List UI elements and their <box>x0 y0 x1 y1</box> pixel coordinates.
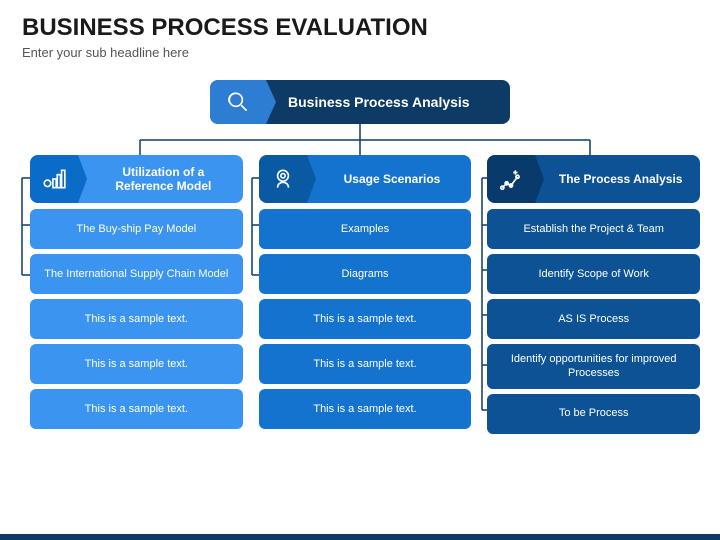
list-item: This is a sample text. <box>30 344 243 384</box>
root-label: Business Process Analysis <box>288 94 470 110</box>
list-item: This is a sample text. <box>259 299 472 339</box>
column-header: The Process Analysis <box>487 155 700 203</box>
list-item: This is a sample text. <box>30 299 243 339</box>
list-item: To be Process <box>487 394 700 434</box>
root-box: Business Process Analysis <box>210 80 510 124</box>
list-item: Examples <box>259 209 472 249</box>
column-header: Usage Scenarios <box>259 155 472 203</box>
list-item: Diagrams <box>259 254 472 294</box>
column-2: The Process Analysis Establish the Projec… <box>487 155 700 439</box>
list-item: This is a sample text. <box>259 344 472 384</box>
list-item: The International Supply Chain Model <box>30 254 243 294</box>
column-header: Utilization of a Reference Model <box>30 155 243 203</box>
list-item: This is a sample text. <box>30 389 243 429</box>
analysis-icon <box>210 80 266 124</box>
list-item: Establish the Project & Team <box>487 209 700 249</box>
list-item: Identify Scope of Work <box>487 254 700 294</box>
column-label: Utilization of a Reference Model <box>78 165 243 194</box>
column-0: Utilization of a Reference Model The Buy-… <box>30 155 243 439</box>
column-icon <box>30 155 78 203</box>
footer-bar <box>0 534 720 540</box>
column-label: The Process Analysis <box>535 172 700 186</box>
column-label: Usage Scenarios <box>307 172 472 186</box>
list-item: This is a sample text. <box>259 389 472 429</box>
columns-container: Utilization of a Reference Model The Buy-… <box>30 155 700 439</box>
list-item: AS IS Process <box>487 299 700 339</box>
column-1: Usage Scenarios Examples Diagrams This is a… <box>259 155 472 439</box>
list-item: Identify opportunities for improved Proc… <box>487 344 700 389</box>
list-item: The Buy-ship Pay Model <box>30 209 243 249</box>
column-icon <box>487 155 535 203</box>
page-title: BUSINESS PROCESS EVALUATION <box>22 14 698 42</box>
subtitle: Enter your sub headline here <box>22 45 698 60</box>
column-icon <box>259 155 307 203</box>
